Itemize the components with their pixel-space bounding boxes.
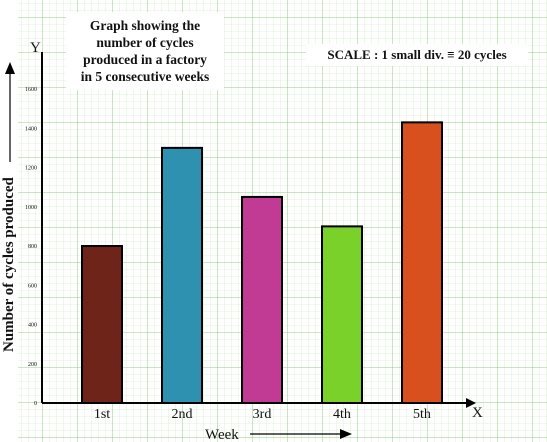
x-tick-labels: 1st 2nd 3rd 4th 5th (94, 407, 431, 422)
y-tick-label: 1200 (25, 166, 37, 172)
x-axis-letter: X (472, 405, 483, 421)
chart-title: Graph showing the number of cycles produ… (66, 12, 224, 90)
y-tick-label: 400 (28, 323, 37, 329)
bar-2nd (161, 146, 203, 404)
x-tick-label: 4th (333, 407, 351, 422)
scale-note: SCALE : 1 small div. ≡ 20 cycles (306, 44, 528, 66)
title-line: Graph showing the (89, 18, 201, 33)
bars-group (81, 121, 443, 405)
bar-1st (81, 245, 123, 404)
y-tick-label: 1400 (25, 126, 37, 132)
y-tick-labels: 0 200 400 600 800 1000 1200 1400 1600 (25, 87, 37, 407)
bar-5th (401, 121, 443, 405)
y-tick-label: 1000 (25, 205, 37, 211)
x-tick-label: 3rd (253, 407, 272, 422)
y-axis-label-group: Number of cycles produced (1, 62, 17, 352)
y-axis-label: Number of cycles produced (1, 176, 17, 352)
x-tick-label: 5th (413, 407, 431, 422)
y-tick-label: 0 (34, 401, 37, 407)
x-label-arrowhead (340, 429, 352, 439)
y-tick-label: 200 (28, 362, 37, 368)
bar-4th (321, 225, 363, 404)
y-tick-label: 1600 (25, 87, 37, 93)
y-axis-letter: Y (30, 40, 41, 56)
x-axis-arrowhead (466, 398, 476, 408)
title-line: produced in a factory (83, 52, 207, 67)
y-tick-label: 600 (28, 283, 37, 289)
x-tick-label: 2nd (172, 407, 193, 422)
title-line: in 5 consecutive weeks (80, 69, 210, 84)
x-axis-label-group: Week (205, 427, 352, 442)
x-axis-label: Week (205, 427, 239, 442)
title-line: number of cycles (96, 35, 194, 50)
bar-3rd (241, 195, 283, 404)
y-label-arrowhead (5, 62, 15, 74)
x-tick-label: 1st (94, 407, 110, 422)
y-tick-label: 800 (28, 244, 37, 250)
